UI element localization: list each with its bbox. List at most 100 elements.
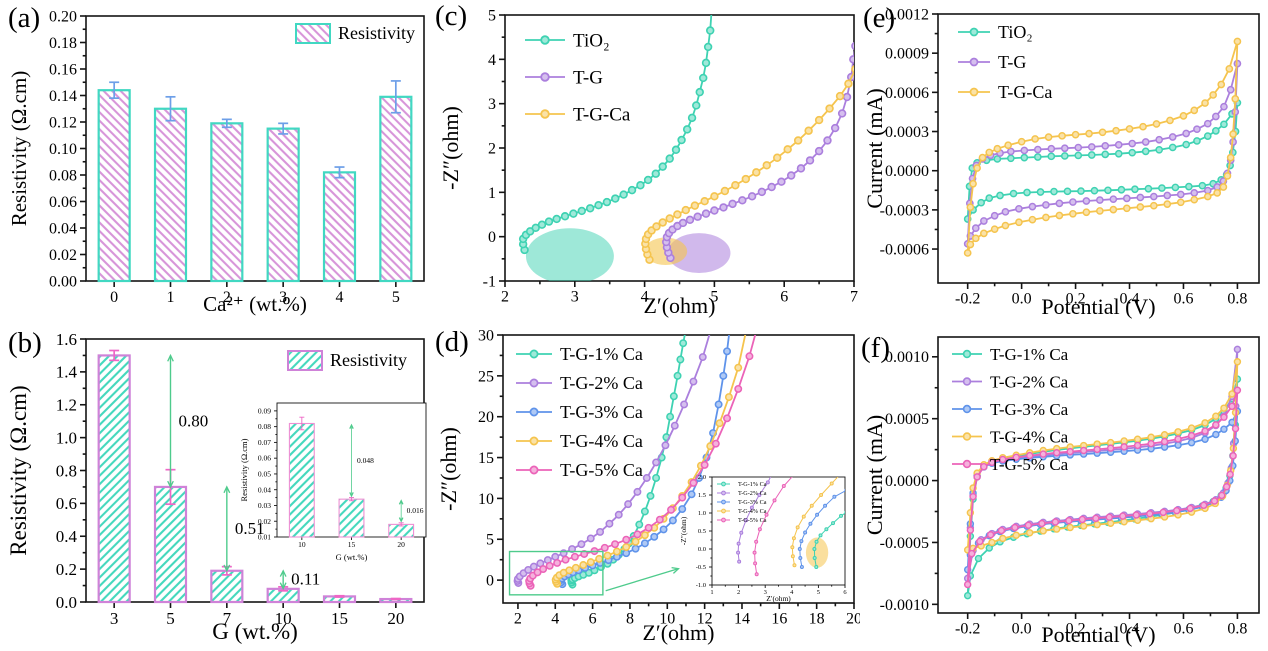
svg-text:1.2: 1.2 xyxy=(56,396,77,415)
series-T-G xyxy=(662,42,854,263)
svg-text:0: 0 xyxy=(486,573,494,590)
svg-text:-1.0: -1.0 xyxy=(696,582,706,589)
annotation-arrow: 0.80 xyxy=(167,353,208,489)
svg-text:0.016: 0.016 xyxy=(407,506,424,515)
svg-text:25: 25 xyxy=(478,368,494,385)
inset-pointer-arrow xyxy=(605,566,680,592)
bar-chart: 0.0 0.2 0.4 0.6 0.8 1.0 1.2 1.4 1.6 3 5 7 10 15 20 0.80… xyxy=(6,330,425,644)
svg-text:2: 2 xyxy=(737,589,740,596)
svg-text:0.2: 0.2 xyxy=(1066,621,1086,638)
svg-text:0.0: 0.0 xyxy=(1012,621,1032,638)
svg-text:T-G-Ca: T-G-Ca xyxy=(573,104,631,125)
svg-text:Current (mA): Current (mA) xyxy=(862,415,887,535)
line-chart: 1 2 3 4 5 6-1.0-0.50.00.51.01.52.0T-G-1% CaT-… xyxy=(679,474,847,603)
bars xyxy=(288,416,415,538)
svg-text:T-G-3% Ca: T-G-3% Ca xyxy=(990,400,1069,419)
svg-text:T-G: T-G xyxy=(573,67,603,88)
svg-text:10: 10 xyxy=(275,609,292,628)
svg-text:T-G-3% Ca: T-G-3% Ca xyxy=(738,499,767,506)
svg-text:3: 3 xyxy=(279,289,287,306)
panel-b-label: (b) xyxy=(8,327,42,359)
legend: T-G-1% Ca T-G-2% Ca T-G-3% Ca T-G-4% Ca T-G-… xyxy=(717,481,767,524)
svg-text:Resistivity: Resistivity xyxy=(338,23,415,43)
legend: T-G-1% Ca T-G-2% Ca T-G-3% Ca T-G-4% Ca T-G-… xyxy=(516,344,643,480)
svg-text:20: 20 xyxy=(387,609,404,628)
bar-chart: 0.01 0.02 0.03 0.04 0.05 0.06 0.07 0.08 0.09 10 15… xyxy=(239,402,427,562)
svg-text:0: 0 xyxy=(488,229,496,246)
svg-text:T-G-4% Ca: T-G-4% Ca xyxy=(560,431,643,451)
svg-text:2: 2 xyxy=(488,140,496,157)
svg-text:0.10: 0.10 xyxy=(49,141,77,158)
svg-text:-0.5: -0.5 xyxy=(696,564,706,571)
series-T-G-Ca xyxy=(963,37,1242,257)
svg-text:0.6: 0.6 xyxy=(1173,291,1193,308)
svg-text:0.2: 0.2 xyxy=(56,560,77,579)
svg-text:Current (mA): Current (mA) xyxy=(862,88,887,208)
svg-text:0.03: 0.03 xyxy=(258,501,271,510)
panel-f-chart: -0.2 0.0 0.2 0.4 0.6 0.8 -0.0010 -0.0005 0.0000 0… xyxy=(862,336,1260,647)
svg-text:T-G: T-G xyxy=(998,52,1026,72)
bar-chart: 0.00 0.02 0.04 0.06 0.08 0.10 0.12 0.14 0.16 0.18… xyxy=(7,8,425,316)
legend: TiO₂ T-G T-G-Ca xyxy=(958,22,1052,102)
svg-text:-0.0010: -0.0010 xyxy=(880,597,929,614)
svg-text:0.0006: 0.0006 xyxy=(885,85,929,102)
svg-text:1: 1 xyxy=(710,589,713,596)
svg-text:T-G-3% Ca: T-G-3% Ca xyxy=(560,402,643,422)
series-T-G-2% Ca xyxy=(513,335,711,587)
svg-text:1: 1 xyxy=(167,289,175,306)
svg-text:0.06: 0.06 xyxy=(49,194,77,211)
svg-text:7: 7 xyxy=(850,289,858,306)
svg-text:0.05: 0.05 xyxy=(258,469,271,478)
svg-text:8: 8 xyxy=(626,611,634,628)
svg-text:6: 6 xyxy=(843,589,847,596)
svg-text:0.4: 0.4 xyxy=(56,527,78,546)
series-T-G-2% Ca xyxy=(736,477,772,564)
svg-text:4: 4 xyxy=(336,289,344,306)
svg-text:0.6: 0.6 xyxy=(56,494,77,513)
svg-text:T-G-2% Ca: T-G-2% Ca xyxy=(990,372,1069,391)
svg-text:0.0009: 0.0009 xyxy=(885,46,929,63)
svg-text:5: 5 xyxy=(486,532,494,549)
series-TiO₂ xyxy=(518,15,715,255)
svg-text:18: 18 xyxy=(809,611,825,628)
plot-area xyxy=(736,477,845,577)
legend: Resistivity xyxy=(295,23,415,44)
svg-text:G (wt.%): G (wt.%) xyxy=(336,552,368,562)
svg-text:Potential (V): Potential (V) xyxy=(1041,622,1155,647)
svg-text:16: 16 xyxy=(771,611,787,628)
series-T-G-3% Ca xyxy=(797,488,845,569)
svg-text:T-G-2% Ca: T-G-2% Ca xyxy=(560,373,643,393)
svg-text:G (wt.%): G (wt.%) xyxy=(212,619,298,644)
svg-text:5: 5 xyxy=(710,289,718,306)
svg-text:3: 3 xyxy=(764,589,767,596)
legend: T-G-1% Ca T-G-2% Ca T-G-3% Ca T-G-4% Ca T-G-… xyxy=(952,345,1069,474)
svg-text:-Z″(ohm): -Z″(ohm) xyxy=(438,106,463,190)
svg-text:15: 15 xyxy=(331,609,348,628)
annotation-arrow: 0.048 xyxy=(349,423,374,498)
svg-text:2: 2 xyxy=(223,289,231,306)
svg-text:0.51: 0.51 xyxy=(235,519,265,538)
svg-text:30: 30 xyxy=(478,327,494,344)
panel-a-label: (a) xyxy=(8,2,41,34)
series-T-G-1% Ca xyxy=(812,510,845,569)
series-T-G-5% Ca xyxy=(525,335,757,590)
svg-text:20: 20 xyxy=(478,409,494,426)
svg-text:T-G-5% Ca: T-G-5% Ca xyxy=(738,517,767,524)
svg-text:-Z″(ohm): -Z″(ohm) xyxy=(436,427,461,511)
svg-text:0.0000: 0.0000 xyxy=(885,163,929,180)
svg-text:0.2: 0.2 xyxy=(1066,291,1086,308)
svg-text:15: 15 xyxy=(478,450,494,467)
svg-text:5: 5 xyxy=(166,609,175,628)
svg-text:0.00: 0.00 xyxy=(49,273,77,290)
svg-text:0.11: 0.11 xyxy=(291,570,320,589)
svg-text:0.16: 0.16 xyxy=(49,61,77,78)
svg-text:2.0: 2.0 xyxy=(698,474,706,481)
svg-text:10: 10 xyxy=(659,611,675,628)
svg-text:0.12: 0.12 xyxy=(49,114,77,131)
svg-text:T-G-2% Ca: T-G-2% Ca xyxy=(738,490,767,497)
svg-text:0.08: 0.08 xyxy=(49,167,77,184)
svg-text:0.04: 0.04 xyxy=(258,485,271,494)
svg-text:2: 2 xyxy=(501,289,509,306)
svg-text:6: 6 xyxy=(780,289,788,306)
